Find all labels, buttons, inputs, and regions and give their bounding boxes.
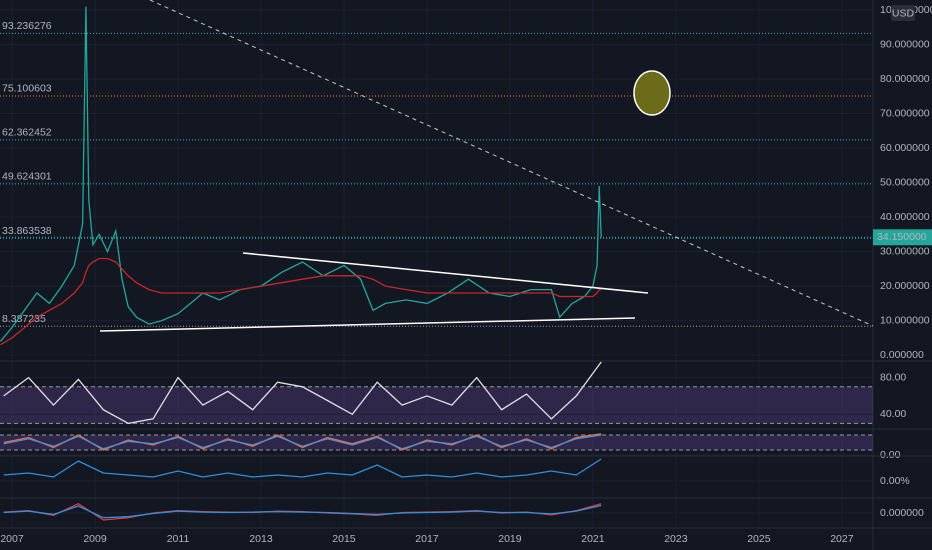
level-label: 93.236276 [2,20,52,32]
y-tick-label: 70.000000 [880,107,930,119]
y-tick-label: 20.000000 [880,280,930,292]
x-tick-label: 2009 [83,533,107,545]
y-tick-label: 90.000000 [880,38,930,50]
x-tick-label: 2019 [498,533,522,545]
y-tick-label: 40.000000 [880,211,930,223]
x-tick-label: 2017 [415,533,439,545]
x-tick-label: 2011 [167,533,190,545]
band-fill [0,386,873,424]
series-line [3,434,602,450]
y-tick-label: 80.000000 [880,73,930,85]
last-price-label: 34.150000 [877,231,927,243]
level-label: 49.624301 [2,171,52,183]
series-line [3,458,602,478]
y-tick-label: 0.00 [880,449,901,461]
last-price-box [873,229,932,246]
y-tick-label: 50.000000 [880,176,930,188]
x-tick-label: 2015 [332,533,356,545]
y-tick-label: 60.000000 [880,142,930,154]
level-label: 33.863538 [2,225,52,237]
series-line [0,257,602,346]
trendline-lower [99,317,636,332]
currency: USD [892,7,915,19]
series-line [3,361,602,425]
y-tick-label: 80.00 [880,371,906,383]
series-line [3,504,602,519]
y-tick-label: 0.00% [880,475,910,487]
y-tick-label: 0.000000 [880,507,924,519]
level-label: 75.100603 [2,83,52,95]
circle-annotation [633,70,671,116]
level-label: 8.387235 [2,313,46,325]
trendline-upper [242,252,649,294]
x-tick-label: 2021 [581,533,605,545]
y-tick-label: 0.000000 [880,349,924,361]
x-tick-label: 2007 [0,533,24,545]
y-tick-label: 40.00 [880,408,906,420]
x-tick-label: 2027 [830,533,854,545]
level-label: 62.362452 [2,127,52,139]
x-tick-label: 2013 [249,533,273,545]
currency-box [891,5,915,21]
y-tick-label: 30.000000 [880,245,930,257]
y-tick-label: 10.000000 [880,314,930,326]
x-tick-label: 2023 [664,533,688,545]
series-line [3,433,602,451]
x-tick-label: 2025 [747,533,771,545]
